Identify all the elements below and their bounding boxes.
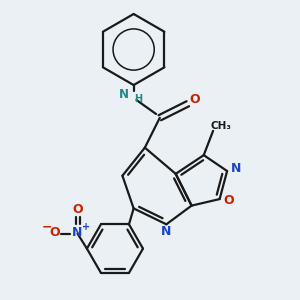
Text: O: O <box>72 203 83 216</box>
Text: N: N <box>119 88 129 101</box>
Text: +: + <box>82 222 90 232</box>
Text: N: N <box>161 225 172 238</box>
Text: N: N <box>72 226 83 239</box>
Text: −: − <box>41 220 52 234</box>
Text: CH₃: CH₃ <box>210 121 231 131</box>
Text: O: O <box>224 194 234 207</box>
Text: O: O <box>49 226 59 239</box>
Text: O: O <box>189 94 200 106</box>
Text: H: H <box>134 94 142 104</box>
Text: N: N <box>231 162 242 175</box>
